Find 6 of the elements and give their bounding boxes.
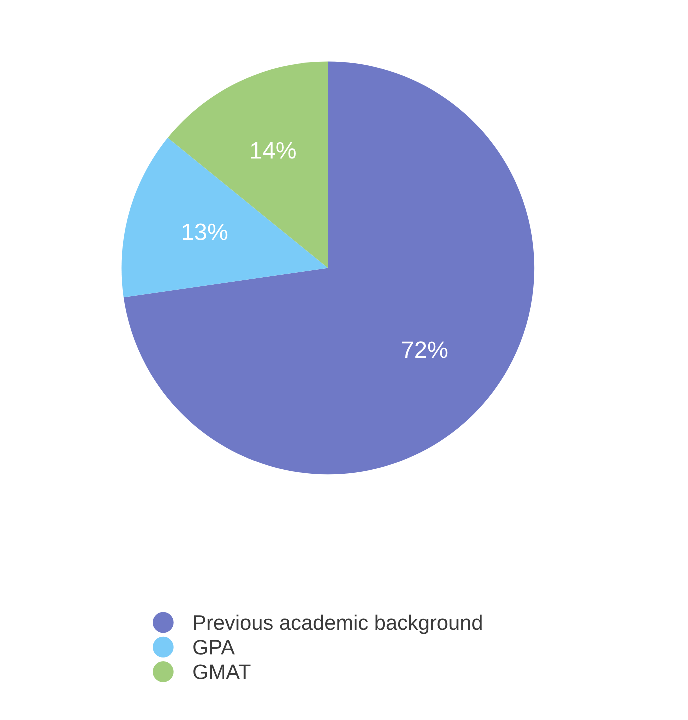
legend-label: GPA [194,640,236,655]
data-label: 72% [402,342,448,358]
legend-label: Previous academic background [194,614,482,634]
legend-label: GMAT [194,664,251,680]
data-label: 13% [183,224,228,240]
data-label: 14% [251,142,296,159]
